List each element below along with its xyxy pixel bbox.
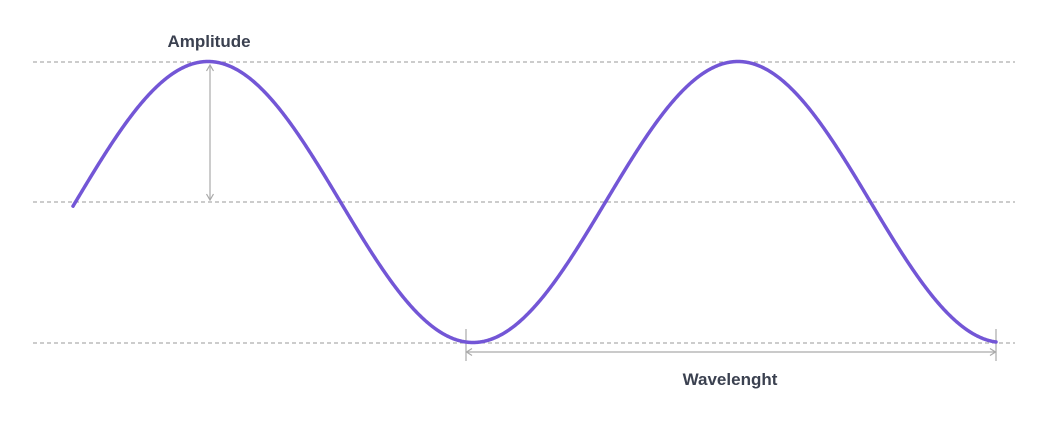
wavelength-label: Wavelenght — [683, 370, 778, 389]
wave-curve — [71, 59, 998, 345]
amplitude-marker — [205, 63, 215, 202]
amplitude-label: Amplitude — [167, 32, 250, 51]
wavelength-marker — [465, 329, 997, 361]
